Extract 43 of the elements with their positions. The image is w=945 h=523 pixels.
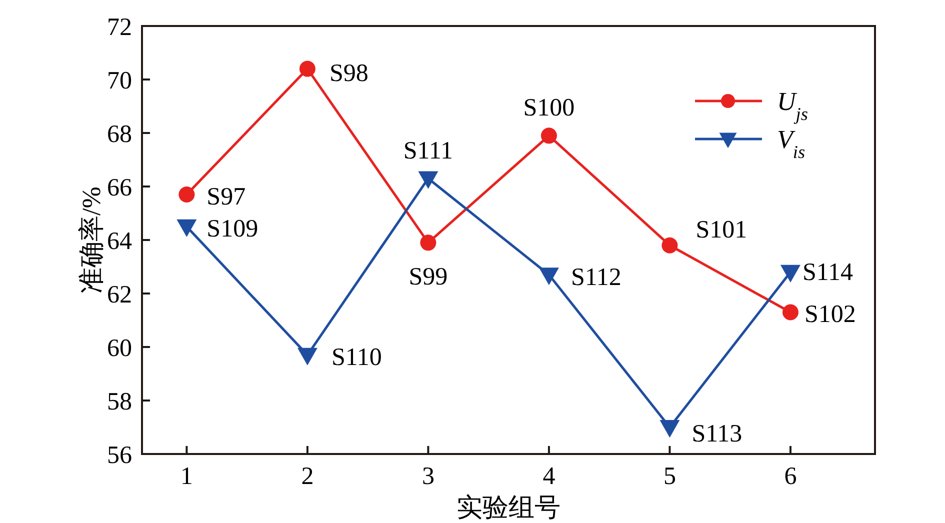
x-tick-label: 6 [784, 463, 797, 490]
y-tick-label: 64 [107, 228, 132, 255]
point [538, 268, 559, 286]
y-tick-label: 66 [107, 174, 132, 202]
y-tick-label: 62 [107, 282, 132, 308]
annotation: S102 [804, 301, 856, 328]
annotation: S100 [523, 94, 575, 122]
point [299, 60, 316, 77]
x-tick-label: 1 [180, 463, 193, 490]
annotation: S98 [329, 60, 368, 87]
point [418, 171, 438, 189]
annotation: S97 [206, 184, 246, 211]
y-tick-label: 60 [107, 335, 132, 362]
point [176, 219, 197, 238]
annotation: S101 [696, 216, 748, 244]
x-tick-label: 3 [422, 463, 434, 490]
annotation: S114 [802, 259, 854, 286]
y-tick-label: 70 [107, 68, 132, 94]
x-tick-label: 2 [301, 463, 314, 490]
legend-label: U$_{js}$ [777, 87, 808, 124]
point [540, 128, 557, 144]
point [660, 420, 680, 438]
y-tick-label: 72 [107, 14, 132, 41]
annotation: S110 [331, 344, 382, 372]
annotation: S109 [206, 216, 258, 243]
point [782, 304, 798, 320]
point [297, 348, 318, 366]
ylabel: 准确率/% [77, 186, 106, 294]
annotation: S111 [403, 137, 453, 164]
point [662, 237, 678, 254]
point [420, 234, 436, 251]
y-tick-label: 58 [107, 388, 132, 416]
point [780, 264, 800, 282]
y-tick-label: 56 [107, 442, 132, 469]
legend-label: V$_{is}$ [777, 125, 806, 162]
x-tick-label: 5 [663, 463, 676, 490]
y-tick-label: 68 [107, 121, 132, 148]
point [178, 186, 195, 203]
x-tick-label: 4 [542, 463, 556, 490]
annotation: S112 [570, 264, 622, 291]
annotation: S113 [692, 420, 742, 448]
annotation: S99 [408, 264, 448, 291]
xlabel: 实验组号 [456, 493, 560, 522]
